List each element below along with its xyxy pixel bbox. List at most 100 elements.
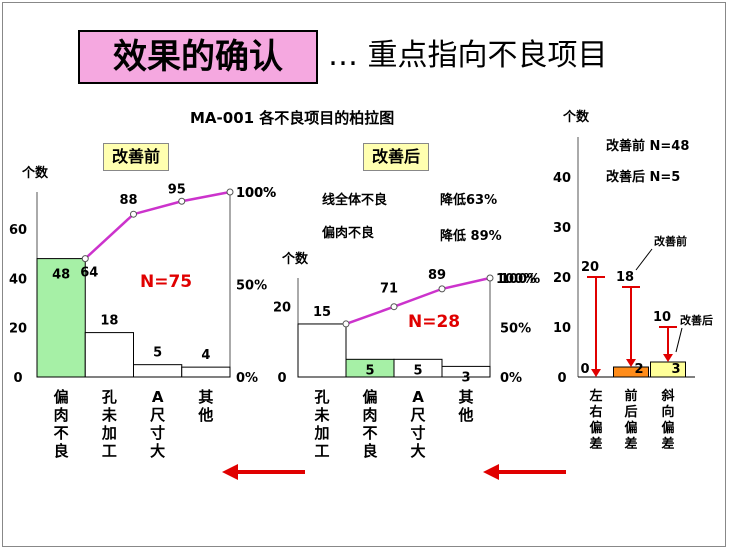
before-category-char: A (152, 388, 164, 406)
after-ylabel: 个数 (281, 251, 309, 267)
before-cum-point (178, 197, 186, 205)
cmp-after-callout: 改善后 (680, 313, 713, 327)
before-category-char: 良 (54, 442, 69, 460)
cmp-ytick: 30 (553, 221, 571, 236)
cmp-category-char: 右 (588, 404, 602, 420)
after-category-char: 寸 (410, 424, 425, 442)
cmp-category-char: 前 (624, 388, 637, 404)
slide-title: 效果的确认 (78, 30, 318, 84)
before-ylabel: 个数 (21, 165, 49, 181)
before-y2tick: 100% (236, 186, 276, 201)
cmp-before-value: 10 (653, 310, 671, 325)
before-category-char: 工 (102, 442, 117, 460)
cmp-after-value: 2 (634, 362, 643, 377)
note-row2-label: 偏肉不良 (322, 226, 375, 241)
after-cum-label: 89 (428, 268, 446, 283)
after-n-label: N=28 (408, 312, 460, 332)
after-cum-label: 100% (496, 272, 536, 287)
after-bar-label: 3 (461, 370, 470, 385)
after-ytick: 20 (273, 300, 291, 315)
cmp-category-char: 左 (589, 388, 602, 404)
after-bar-label: 5 (365, 363, 374, 378)
before-ytick: 0 (13, 371, 22, 386)
cmp-arrow-head (663, 354, 673, 362)
before-bar-label: 5 (153, 346, 162, 361)
after-bar-label: 15 (313, 305, 331, 320)
before-category-char: 孔 (102, 388, 117, 406)
after-cum-point (342, 320, 350, 328)
after-category-char: 加 (313, 424, 329, 442)
after-y2tick: 50% (500, 322, 531, 337)
legend-before: 改善前 N=48 (606, 139, 690, 154)
after-category-char: 工 (314, 442, 329, 460)
before-ytick: 40 (9, 272, 27, 287)
before-bar (84, 332, 134, 378)
after-y2tick: 100% (500, 272, 540, 287)
left-arrow-head (222, 464, 238, 480)
cmp-category-char: 差 (624, 436, 637, 452)
after-category-char: A (412, 388, 424, 406)
after-cum-point (438, 285, 446, 293)
after-cum-point (486, 274, 494, 282)
cmp-category-char: 偏 (661, 420, 674, 436)
after-category-char: 偏 (362, 388, 377, 406)
before-cum-label: 100% (236, 186, 276, 201)
cmp-ytick: 0 (557, 371, 566, 386)
before-cum-label: 88 (120, 193, 138, 208)
after-ytick: 0 (277, 371, 286, 386)
after-cum-point (390, 303, 398, 311)
after-category-char: 良 (362, 442, 377, 460)
note-row2-value: 降低 89% (440, 229, 502, 244)
after-category-char: 其 (458, 388, 473, 406)
before-y2tick: 50% (236, 279, 267, 294)
after-category-char: 不 (362, 424, 377, 442)
legend-after: 改善后 N=5 (606, 170, 681, 185)
cmp-category-char: 后 (624, 404, 637, 420)
cmp-category-char: 偏 (624, 420, 637, 436)
before-category-char: 偏 (54, 388, 69, 406)
before-bar (181, 366, 231, 378)
before-cum-point (226, 188, 234, 196)
before-cum-line (84, 190, 231, 260)
after-cum-label: 71 (380, 282, 398, 297)
before-ytick: 60 (9, 223, 27, 238)
before-bar-label: 48 (52, 268, 70, 283)
after-category-char: 大 (410, 442, 425, 460)
before-cum-label: 95 (168, 182, 186, 197)
after-y2tick: 0% (500, 371, 522, 386)
before-category-char: 大 (150, 442, 165, 460)
cmp-after-value: 3 (671, 362, 680, 377)
after-category-char: 孔 (314, 388, 329, 406)
cmp-before-value: 18 (616, 270, 634, 285)
cmp-before-callout: 改善前 (654, 234, 687, 248)
before-bar (133, 364, 183, 378)
before-cum-point (130, 210, 137, 218)
before-category-char: 尺 (150, 406, 165, 424)
before-bar (36, 258, 86, 378)
cmp-category-char: 斜 (660, 388, 674, 404)
after-category-char: 尺 (410, 406, 425, 424)
slide-subtitle: … 重点指向不良项目 (328, 38, 608, 73)
cmp-arrow-head (591, 369, 601, 377)
cmp-before-callout-line (635, 248, 653, 271)
before-category-char: 不 (54, 424, 69, 442)
cmp-before-value: 20 (581, 260, 599, 275)
before-ytick: 20 (9, 322, 27, 337)
note-row1-label: 线全体不良 (322, 193, 388, 208)
cmp-after-callout-line (675, 327, 683, 353)
cmp-category-char: 差 (661, 436, 674, 452)
after-bar-label: 5 (413, 363, 422, 378)
cmp-arrow-head (626, 359, 636, 367)
after-bar (297, 323, 347, 378)
pareto-title: MA-001 各不良项目的柏拉图 (190, 109, 395, 127)
before-y2tick: 0% (236, 371, 258, 386)
cmp-after-value: 0 (580, 362, 589, 377)
after-bar (441, 365, 491, 378)
cmp-ytick: 40 (553, 171, 571, 186)
cmp-category-char: 差 (589, 436, 602, 452)
note-row1-value: 降低63% (440, 193, 498, 208)
before-category-char: 未 (101, 406, 118, 424)
right-arrow-head (483, 464, 499, 480)
